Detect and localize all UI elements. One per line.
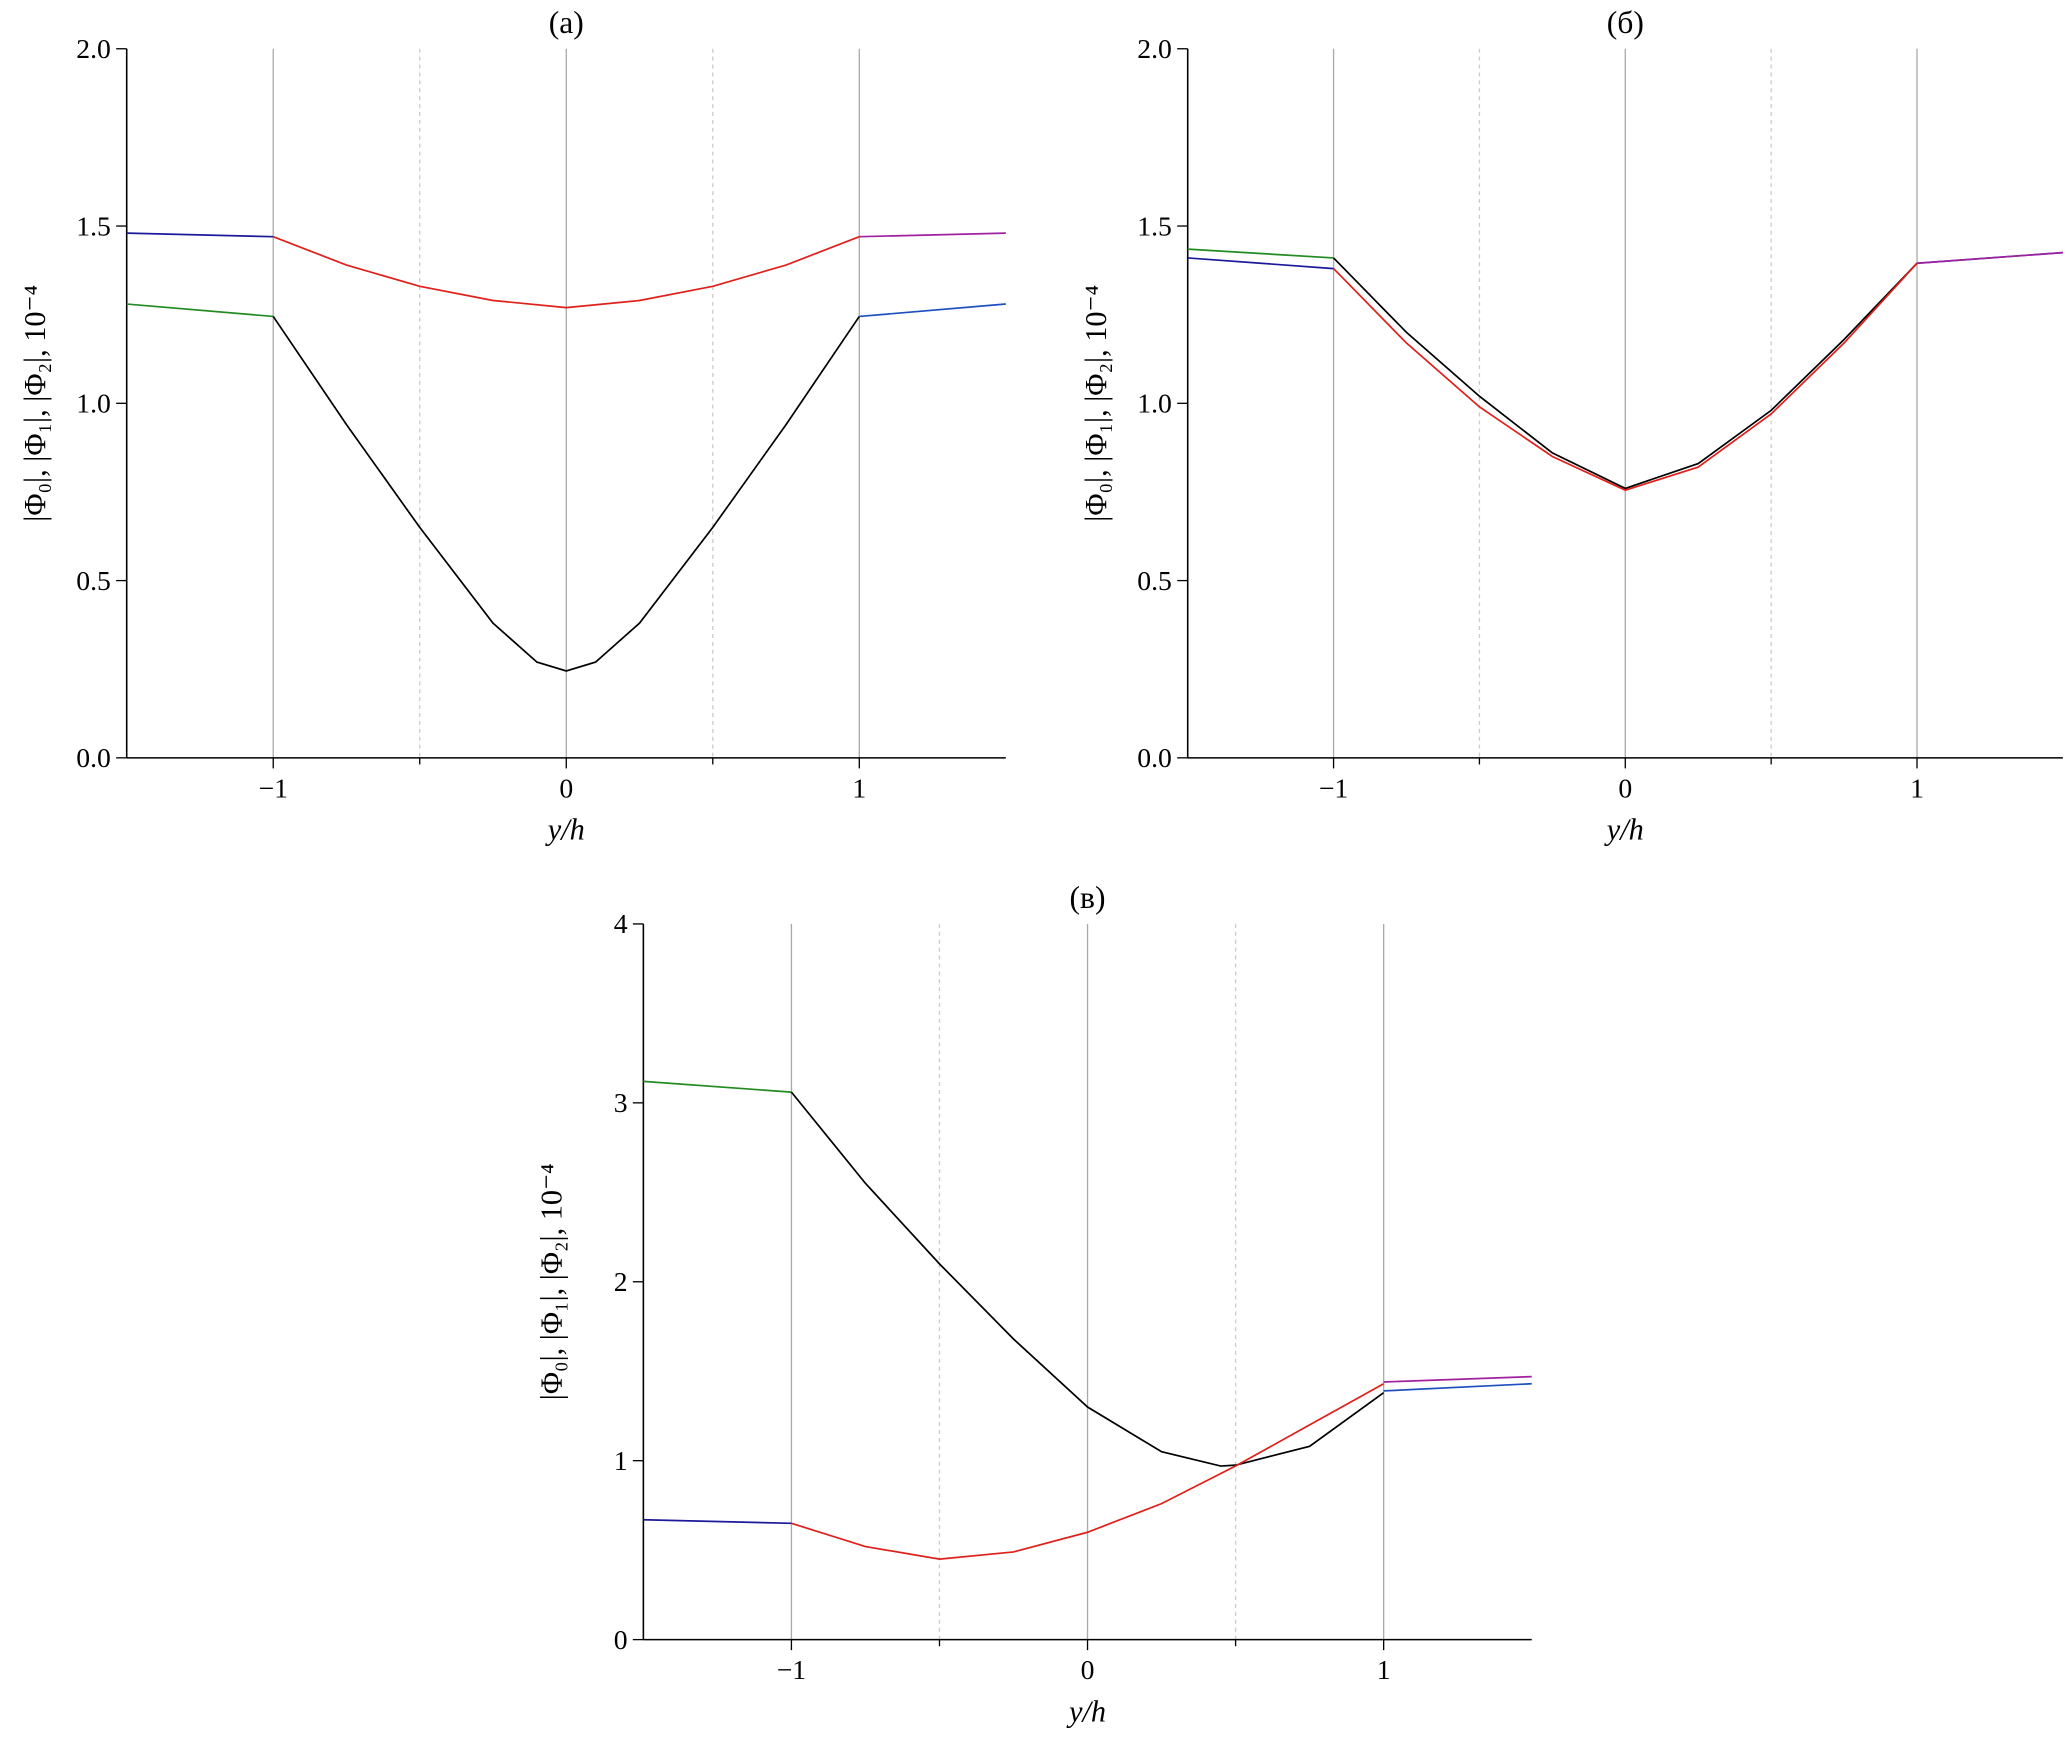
x-tick-label: 1 [1910, 772, 1924, 803]
y-tick-label: 1.5 [1137, 210, 1172, 241]
series-line [1383, 1375, 1532, 1383]
series-line [1332, 262, 1918, 492]
chart-title: (б) [1607, 5, 1644, 40]
x-tick-label: 1 [852, 772, 866, 803]
y-axis-label: |Φ₀|, |Φ₁|, |Φ₂|, 10⁻⁴ [18, 285, 52, 522]
y-tick-label: 1.0 [1137, 388, 1172, 419]
y-tick-label: 0 [614, 1624, 628, 1655]
y-tick-label: 3 [614, 1087, 628, 1118]
y-tick-label: 0.5 [1137, 565, 1172, 596]
x-tick-label: 0 [1618, 772, 1632, 803]
y-tick-label: 2 [614, 1266, 628, 1297]
series-line [1187, 257, 1334, 270]
x-tick-label: −1 [777, 1654, 806, 1685]
series-line [859, 303, 1006, 318]
y-tick-label: 0.0 [76, 742, 111, 773]
y-tick-label: 1.0 [76, 388, 111, 419]
series-line [1332, 257, 1918, 490]
x-axis-label: y/h [545, 813, 585, 847]
y-axis-label: |Φ₀|, |Φ₁|, |Φ₂|, 10⁻⁴ [535, 1163, 569, 1400]
y-tick-label: 1 [614, 1445, 628, 1476]
series-line [643, 1518, 792, 1525]
series-line [791, 1383, 1385, 1560]
x-tick-label: 0 [559, 772, 573, 803]
series-line [126, 232, 274, 238]
y-tick-label: 2.0 [1137, 33, 1172, 64]
series-line [272, 235, 860, 309]
series-line [1916, 251, 2063, 265]
series-line [790, 1091, 1385, 1467]
chart-title: (в) [1070, 880, 1106, 915]
series-line [1187, 248, 1334, 259]
series-line [1383, 1382, 1532, 1392]
x-axis-label: y/h [1066, 1694, 1106, 1728]
y-tick-label: 0.0 [1137, 742, 1172, 773]
chart-title: (a) [549, 5, 584, 40]
y-axis-label: |Φ₀|, |Φ₁|, |Φ₂|, 10⁻⁴ [1079, 285, 1113, 522]
y-tick-label: 4 [614, 908, 628, 939]
y-tick-label: 1.5 [76, 210, 111, 241]
x-tick-label: 1 [1377, 1654, 1391, 1685]
x-tick-label: 0 [1081, 1654, 1095, 1685]
x-tick-label: −1 [1319, 772, 1348, 803]
series-line [272, 315, 861, 672]
y-tick-label: 0.5 [76, 565, 111, 596]
series-line [859, 232, 1006, 238]
x-axis-label: y/h [1604, 813, 1644, 847]
x-tick-label: −1 [259, 772, 288, 803]
y-tick-label: 2.0 [76, 33, 111, 64]
series-line [126, 303, 274, 318]
series-line [643, 1080, 792, 1093]
